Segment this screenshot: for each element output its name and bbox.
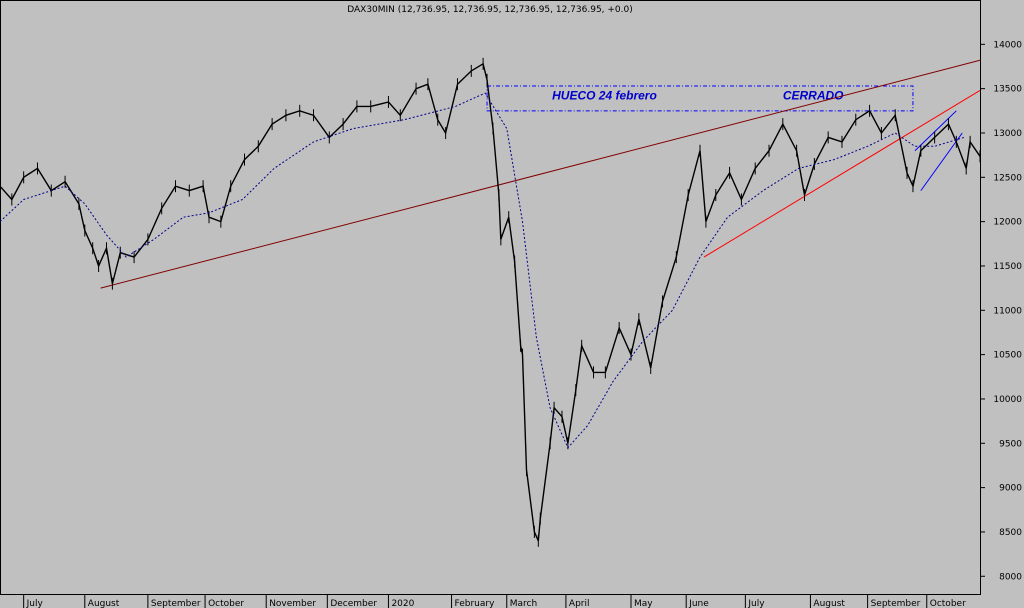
trendline — [920, 132, 963, 191]
x-tick-label: July — [26, 599, 44, 608]
y-tick-label: 8000 — [999, 572, 1022, 582]
x-tick-label: February — [455, 599, 496, 608]
y-tick-label: 11500 — [993, 262, 1022, 272]
x-tick-label: 2020 — [391, 599, 414, 608]
x-tick-label: September — [871, 599, 921, 608]
x-tick-label: August — [813, 599, 845, 608]
x-tick-label: December — [330, 599, 377, 608]
annotation-layer: HUECO 24 febrero CERRADO — [486, 85, 914, 112]
x-tick-label: October — [930, 599, 966, 608]
y-tick-label: 11000 — [993, 306, 1022, 316]
y-tick-label: 12500 — [993, 173, 1022, 183]
x-axis: July August September October November Decemb… — [0, 594, 980, 608]
annotation-label: CERRADO — [783, 89, 844, 103]
trendline — [703, 90, 981, 258]
gap-box — [486, 85, 914, 112]
y-tick-label: 13500 — [993, 85, 1022, 95]
y-tick-label: 8500 — [999, 528, 1022, 538]
x-tick-label: September — [151, 599, 201, 608]
y-tick-label: 9500 — [999, 439, 1022, 449]
x-tick-label: August — [88, 599, 120, 608]
plot-frame — [0, 0, 981, 595]
series-layer — [0, 57, 981, 547]
y-tick-label: 10000 — [993, 395, 1022, 405]
y-tick-label: 13000 — [993, 129, 1022, 139]
price-line — [0, 62, 981, 542]
y-tick-label: 9000 — [999, 484, 1022, 494]
y-axis: 8000 8500 9000 9500 10000 10500 11000 11500 1200… — [980, 0, 1022, 594]
trendline — [100, 59, 981, 289]
moving-average-line — [0, 92, 965, 449]
x-tick-label: March — [510, 599, 537, 608]
x-tick-label: October — [208, 599, 244, 608]
y-tick-label: 14000 — [993, 40, 1022, 50]
x-tick-label: May — [634, 599, 653, 608]
x-tick-label: November — [269, 599, 316, 608]
x-tick-label: July — [747, 599, 765, 608]
x-tick-label: April — [569, 599, 590, 608]
y-tick-label: 10500 — [993, 351, 1022, 361]
annotation-label: HUECO 24 febrero — [552, 89, 657, 103]
chart-title: DAX30MIN (12,736.95, 12,736.95, 12,736.9… — [347, 5, 633, 15]
y-tick-label: 12000 — [993, 218, 1022, 228]
trendline — [914, 110, 957, 152]
x-tick-label: June — [688, 599, 709, 608]
